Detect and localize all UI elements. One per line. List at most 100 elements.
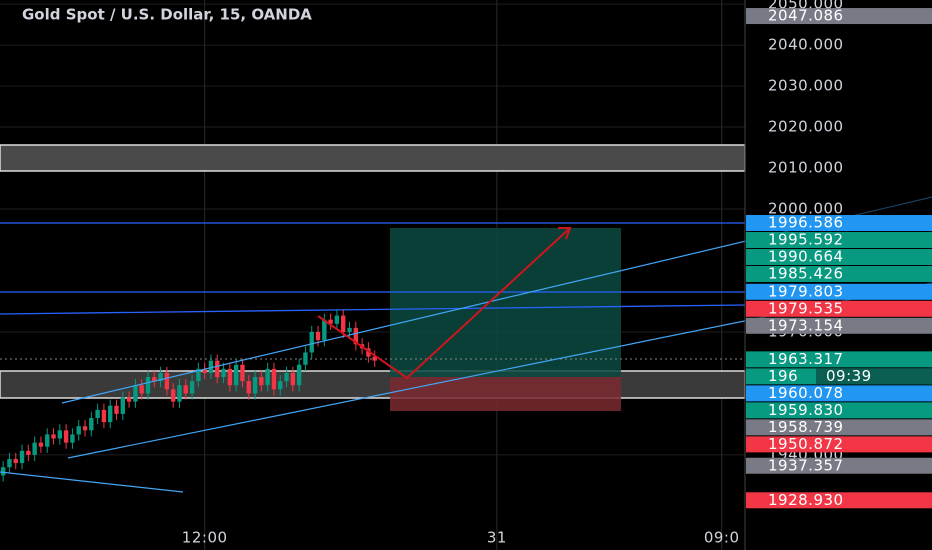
price-label-box [746,283,932,300]
support-zone [0,370,746,399]
price-label-box [746,402,932,419]
resistance-zone [0,144,746,172]
candle-body [76,426,81,435]
candle-body [366,348,371,357]
forecast-arrow [317,227,571,380]
y-tick-label: 2020.000 [768,118,844,136]
current-price-label: 196 [768,367,798,385]
candle-body [227,368,233,386]
candle-body [7,459,12,468]
candle-body [271,368,277,390]
trend-line [0,304,746,315]
axis: 2050.0002040.0002030.0002020.0002010.000… [182,0,932,547]
price-label-box [746,492,932,509]
price-label-box [746,317,932,334]
price-label: 1960.078 [768,384,844,402]
price-label: 1958.739 [768,418,844,436]
candle-body [19,450,25,464]
candle-body [114,405,119,414]
price-label: 1996.586 [768,214,844,232]
candle-body [183,385,188,394]
candle-body [240,364,245,382]
candle-body [284,372,289,382]
candle-body [89,418,94,431]
y-tick-label: 2040.000 [768,36,844,54]
candle-body [95,409,100,419]
candle-body [328,319,333,324]
candle-body [252,377,258,394]
candle-body [315,331,321,341]
x-tick-label: 09:0 [704,529,740,547]
x-tick-label: 12:00 [182,529,228,547]
trend-line [0,471,184,493]
candle-body [57,430,63,439]
candle-body [259,377,264,386]
candle-body [196,368,201,382]
price-label-box [746,215,932,232]
candle-body [101,409,107,423]
candle-body [158,372,163,382]
price-label: 1959.830 [768,401,844,419]
chart-title: Gold Spot / U.S. Dollar, 15, OANDA [22,6,312,24]
candle-body [296,364,302,386]
price-label-box [746,419,932,436]
candle-body [322,319,327,341]
candle-body [233,364,239,386]
price-label: 1928.930 [768,491,844,509]
candle-body [45,434,50,447]
price-label: 1985.426 [768,265,844,283]
price-label-box [746,457,932,474]
candle-body [202,368,207,373]
candle-body [26,450,31,455]
candle-body [334,315,340,324]
price-label-box [746,385,932,402]
arrow-head [558,227,572,240]
candle-body [120,397,126,414]
candle-body [208,360,214,373]
candle-body [13,459,18,464]
price-label-box [746,232,932,249]
candle-body [278,381,283,390]
price-label-box [746,436,932,453]
candle-body [126,397,132,402]
stop-zone [390,377,621,411]
candle-body [38,442,44,447]
price-label: 1995.592 [768,231,844,249]
candle-body [133,385,138,402]
price-label: 1979.803 [768,282,844,300]
price-label: 1937.357 [768,456,844,474]
x-tick-label: 31 [487,529,507,547]
price-label-box [746,351,932,368]
candle-body [215,360,220,378]
candle-body [246,381,251,394]
price-label: 1973.154 [768,316,844,334]
price-label: 1950.872 [768,435,844,453]
candle-body [372,356,377,361]
candle-body [32,442,37,455]
candle-body [170,389,176,402]
candle-body [70,434,75,443]
price-label: 1979.535 [768,299,844,317]
candle-body [82,426,88,431]
y-tick-label: 2000.000 [768,200,844,218]
candle-body [189,381,195,394]
candle-body [221,368,226,378]
candle-body [145,377,151,394]
candle-body [303,352,308,365]
candle-body [177,385,182,402]
candle-body [265,368,270,386]
candle-body [290,372,296,386]
candle-body [353,327,359,345]
candle-body [0,467,6,476]
candle-body [63,430,69,443]
candle-body [51,434,56,439]
price-label-box [746,300,932,317]
candle-body [347,327,352,332]
candle-body [108,405,113,423]
price-label: 1990.664 [768,248,844,266]
price-label-box [746,8,932,25]
candle-body [152,377,157,382]
candle-body [341,315,346,332]
price-label: 1963.317 [768,350,844,368]
candles [0,309,377,482]
